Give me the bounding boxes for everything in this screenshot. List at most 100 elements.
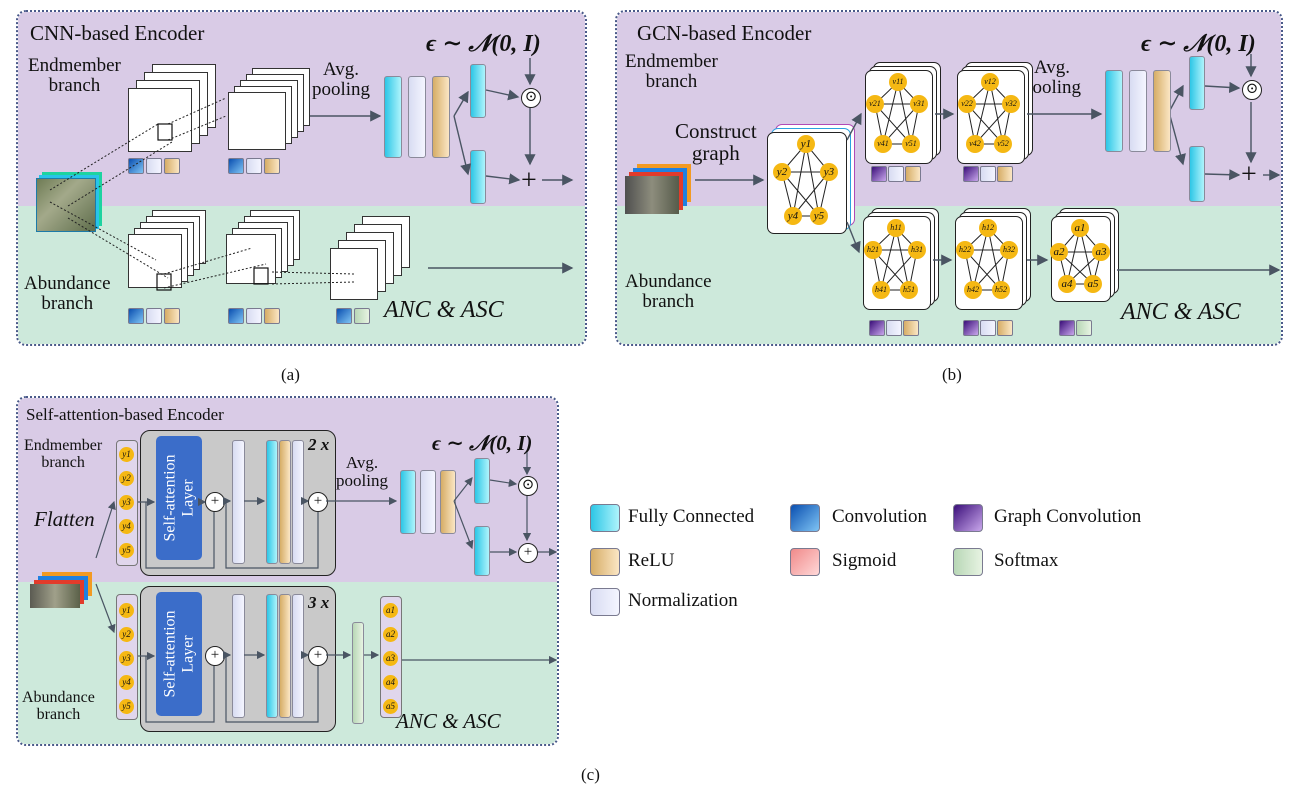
legend-label: Normalization bbox=[628, 590, 738, 611]
fc-layer bbox=[266, 440, 278, 564]
graph-node: y4 bbox=[784, 207, 802, 225]
anc-asc-label: ANC & ASC bbox=[396, 709, 501, 733]
graph-node: a1 bbox=[1071, 219, 1089, 237]
relu-layer bbox=[432, 76, 450, 158]
legend-swatch-fc bbox=[590, 504, 620, 532]
conv-swatch bbox=[228, 158, 244, 174]
graph-node: y5 bbox=[810, 207, 828, 225]
fc-layer bbox=[384, 76, 402, 158]
endmember-branch-label: Endmember branch bbox=[24, 437, 103, 471]
token-node: y4 bbox=[119, 675, 134, 690]
graph-node: h22 bbox=[956, 241, 974, 259]
avg-pooling-label: Avg. pooling bbox=[1023, 57, 1082, 98]
softmax-swatch bbox=[354, 308, 370, 324]
graph-node: v11 bbox=[889, 73, 907, 91]
graph-node: h42 bbox=[964, 281, 982, 299]
norm-swatch bbox=[888, 166, 904, 182]
relu-layer bbox=[440, 470, 456, 534]
graph-node: y3 bbox=[820, 163, 838, 181]
self-attention-layer-top: Self-attention Layer bbox=[156, 436, 202, 560]
legend-label: Softmax bbox=[994, 550, 1059, 571]
avg-pooling-label: Avg. pooling bbox=[336, 453, 388, 490]
norm-swatch bbox=[146, 308, 162, 324]
panel-title: Self-attention-based Encoder bbox=[26, 405, 224, 424]
token-node: a3 bbox=[383, 651, 398, 666]
graph-node: a4 bbox=[1058, 275, 1076, 293]
relu-swatch bbox=[164, 158, 180, 174]
panel-self-attention-encoder: Self-attention-based Encoder Endmember b… bbox=[16, 396, 559, 746]
noise-formula: ϵ ∼ 𝒩(0, I) bbox=[1141, 31, 1256, 57]
token-node: y5 bbox=[119, 699, 134, 714]
caption-a: (a) bbox=[281, 365, 300, 384]
token-node: y1 bbox=[119, 603, 134, 618]
graph-node: v31 bbox=[910, 95, 928, 113]
norm-swatch bbox=[146, 158, 162, 174]
abundance-band bbox=[617, 206, 1281, 344]
construct-graph-label: Construct graph bbox=[675, 119, 757, 166]
graph-node: h32 bbox=[1000, 241, 1018, 259]
fc-layer bbox=[266, 594, 278, 718]
graph-node: v41 bbox=[874, 135, 892, 153]
relu-layer bbox=[279, 440, 291, 564]
fc-mu bbox=[1189, 56, 1205, 110]
relu-swatch bbox=[997, 166, 1013, 182]
panel-title: CNN-based Encoder bbox=[30, 21, 205, 45]
graph-node: y2 bbox=[773, 163, 791, 181]
graph-node: v32 bbox=[1002, 95, 1020, 113]
norm-swatch bbox=[980, 166, 996, 182]
caption-c: (c) bbox=[581, 765, 600, 784]
conv-swatch bbox=[228, 308, 244, 324]
graph-node: v12 bbox=[981, 73, 999, 91]
hsi-input-cube bbox=[625, 176, 679, 214]
token-node: y5 bbox=[119, 543, 134, 558]
token-node: y3 bbox=[119, 495, 134, 510]
self-attention-layer-bottom: Self-attention Layer bbox=[156, 592, 202, 716]
anc-asc-label: ANC & ASC bbox=[1121, 299, 1241, 325]
gconv-swatch bbox=[871, 166, 887, 182]
fc-sigma bbox=[1189, 146, 1205, 202]
gconv-swatch bbox=[1059, 320, 1075, 336]
graph-node: h21 bbox=[864, 241, 882, 259]
endmember-branch-label: Endmember branch bbox=[28, 55, 121, 96]
hsi-input-cube bbox=[30, 584, 80, 608]
fc-mu bbox=[474, 458, 490, 504]
fc-layer bbox=[400, 470, 416, 534]
softmax-swatch bbox=[1076, 320, 1092, 336]
conv-swatch bbox=[128, 308, 144, 324]
graph-node: y1 bbox=[797, 135, 815, 153]
relu-swatch bbox=[264, 158, 280, 174]
token-node: a4 bbox=[383, 675, 398, 690]
legend-swatch-conv bbox=[790, 504, 820, 532]
norm-layer bbox=[232, 440, 245, 564]
legend-swatch-norm bbox=[590, 588, 620, 616]
flatten-label: Flatten bbox=[34, 507, 95, 531]
avg-pooling-label: Avg. pooling bbox=[312, 59, 371, 100]
norm-layer bbox=[232, 594, 245, 718]
graph-node: h51 bbox=[900, 281, 918, 299]
panel-a-arrows bbox=[49, 58, 574, 291]
token-node: y3 bbox=[119, 651, 134, 666]
legend-swatch-gconv bbox=[953, 504, 983, 532]
fc-layer bbox=[1105, 70, 1123, 152]
token-node: a5 bbox=[383, 699, 398, 714]
token-node: y2 bbox=[119, 471, 134, 486]
relu-swatch bbox=[905, 166, 921, 182]
token-node: y1 bbox=[119, 447, 134, 462]
repeat-top: 2 x bbox=[308, 435, 330, 454]
relu-layer bbox=[1153, 70, 1171, 152]
norm-swatch bbox=[246, 158, 262, 174]
norm-layer bbox=[1129, 70, 1147, 152]
graph-node: v21 bbox=[866, 95, 884, 113]
add-op: + bbox=[1241, 159, 1257, 190]
graph-node: h52 bbox=[992, 281, 1010, 299]
token-node: y4 bbox=[119, 519, 134, 534]
relu-swatch bbox=[903, 320, 919, 336]
fc-sigma bbox=[474, 526, 490, 576]
multiply-op: ⊙ bbox=[518, 476, 538, 496]
graph-node: h12 bbox=[979, 219, 997, 237]
abundance-branch-label: Abundance branch bbox=[22, 689, 95, 723]
abundance-branch-label: Abundance branch bbox=[625, 271, 712, 312]
add-op: + bbox=[518, 543, 538, 563]
norm-swatch bbox=[886, 320, 902, 336]
legend-swatch-relu bbox=[590, 548, 620, 576]
